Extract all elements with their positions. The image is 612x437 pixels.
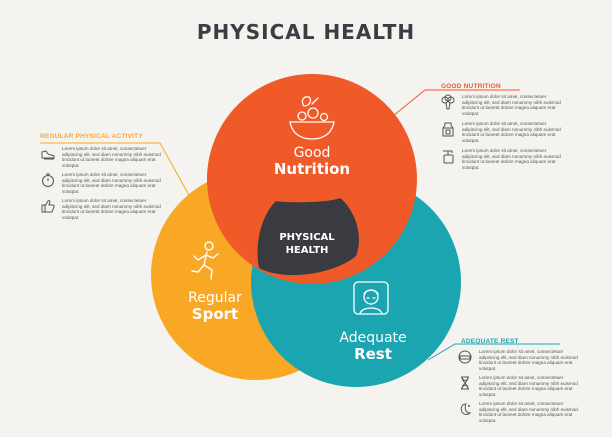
sleeping-person-icon [353, 281, 389, 315]
sport-callout-title: REGULAR PHYSICAL ACTIVITY [40, 133, 143, 140]
nutrition-callout-title: GOOD NUTRITION [441, 83, 501, 90]
sneaker-icon [41, 150, 55, 160]
sport-label-line1: Regular [188, 290, 242, 306]
rest-item-2-text: Lorem ipsum dolor sit amet, consectetuer… [479, 375, 578, 397]
sport-item-2-text: Lorem ipsum dolor sit amet, consectetuer… [62, 172, 161, 194]
milk-carton-icon [442, 122, 454, 137]
nutrition-item-1-text: Lorem ipsum dolor sit amet, consectetuer… [462, 94, 561, 116]
nutrition-label-line2: Nutrition [273, 160, 351, 178]
center-intersection [257, 198, 359, 276]
rest-leader-line [427, 343, 560, 361]
water-dispenser-icon [443, 150, 454, 164]
nutrition-item-3-text: Lorem ipsum dolor sit amet, consectetuer… [462, 148, 561, 170]
rest-callout-title: ADEQUATE REST [461, 338, 519, 345]
nutrition-leader-line [387, 89, 520, 121]
sport-label: Regular Sport [160, 290, 270, 323]
stopwatch-icon [42, 173, 54, 187]
page-title: PHYSICAL HEALTH [196, 20, 416, 44]
center-label-line2: HEALTH [285, 245, 329, 256]
thumbs-up-icon [41, 200, 55, 213]
rest-item-1-text: Lorem ipsum dolor sit amet, consectetuer… [479, 349, 578, 371]
rest-label-line2: Rest [354, 345, 392, 363]
sleep-mask-icon [458, 350, 472, 364]
sport-item-1-text: Lorem ipsum dolor sit amet, consectetuer… [62, 146, 161, 168]
runner-icon [191, 241, 219, 280]
rest-label: Adequate Rest [318, 330, 428, 363]
broccoli-icon [441, 94, 455, 110]
sport-leader-line [40, 142, 201, 216]
nutrition-item-2-text: Lorem ipsum dolor sit amet, consectetuer… [462, 121, 561, 143]
center-label-line1: PHYSICAL [279, 232, 335, 243]
nutrition-label-line1: Good [293, 145, 331, 161]
sport-item-3-text: Lorem ipsum dolor sit amet, consectetuer… [62, 198, 161, 220]
rest-item-3-text: Lorem ipsum dolor sit amet, consectetuer… [479, 401, 578, 423]
moon-stars-icon [460, 403, 472, 415]
hourglass-icon [461, 376, 469, 390]
nutrition-label: Good Nutrition [262, 145, 362, 178]
center-label: PHYSICAL HEALTH [262, 231, 352, 257]
nutrition-circle [207, 74, 417, 284]
rest-label-line1: Adequate [339, 330, 407, 346]
sport-label-line2: Sport [191, 305, 239, 323]
salad-bowl-icon [289, 96, 335, 140]
